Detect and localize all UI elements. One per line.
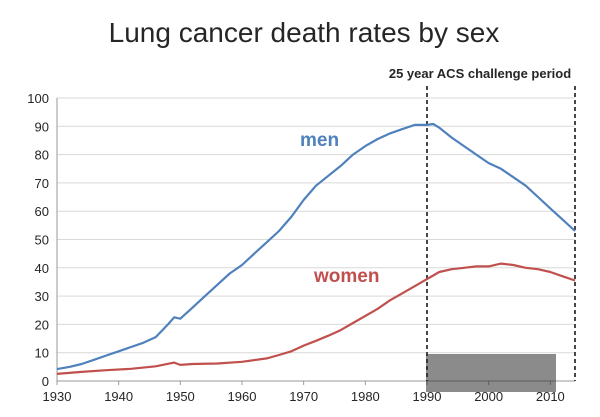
period-lines [426,86,576,381]
y-tick-label: 50 [35,233,49,248]
x-tick-label: 1970 [289,389,318,404]
grid [57,97,575,354]
x-tick-label: 1960 [228,389,257,404]
chart-title: Lung cancer death rates by sex [109,17,500,48]
y-tick-label: 70 [35,176,49,191]
y-tick-label: 40 [35,261,49,276]
period-annotation: 25 year ACS challenge period [389,66,571,81]
x-tick-label: 2000 [474,389,503,404]
y-tick-label: 90 [35,119,49,134]
y-tick-label: 30 [35,289,49,304]
y-tick-label: 0 [42,374,49,389]
x-tick-label: 1940 [104,389,133,404]
watermark [426,354,556,392]
x-tick-label: 1990 [413,389,442,404]
women-label: women [313,266,379,287]
series-line-men [56,122,576,371]
x-tick-label: 1950 [166,389,195,404]
men-label: men [300,130,339,151]
x-tick-label: 1930 [43,389,72,404]
y-tick-label: 10 [35,346,49,361]
series [56,122,576,375]
y-tick-label: 80 [35,148,49,163]
y-tick-label: 20 [35,317,49,332]
y-tick-label: 60 [35,204,49,219]
series-line-women [56,262,576,375]
x-tick-label: 1980 [351,389,380,404]
watermark-box [426,354,556,392]
x-tick-label: 2010 [536,389,565,404]
y-tick-label: 100 [27,91,49,106]
